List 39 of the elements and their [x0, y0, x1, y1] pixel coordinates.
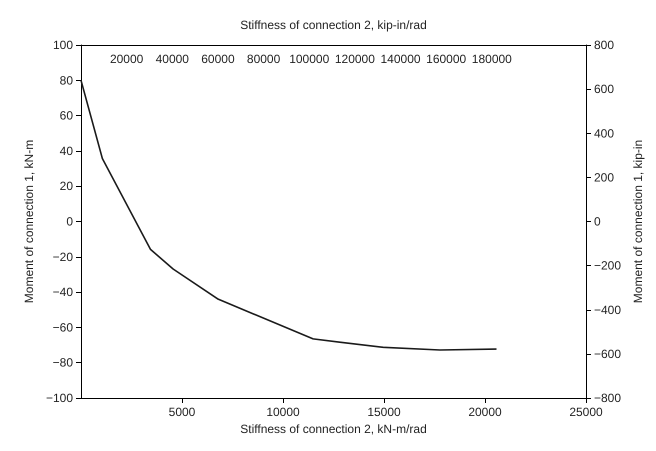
y2-tick-label: −600: [594, 346, 622, 361]
y-tick-label: −100: [46, 391, 74, 405]
y-tick-label: 80: [60, 73, 74, 88]
y-tick-label: −20: [52, 250, 74, 264]
x2-tick-label: 160000: [426, 52, 467, 66]
y-tick-label: 40: [60, 144, 74, 158]
x-tick-label: 15000: [367, 405, 402, 419]
y-tick-label: −40: [52, 285, 74, 300]
x2-tick-label: 180000: [472, 52, 512, 66]
y-tick-label: 0: [66, 214, 74, 228]
x2-tick-label: 20000: [110, 52, 144, 66]
y-axis-title: Moment of connection 1, kN-m: [22, 140, 36, 304]
x2-tick-label: 140000: [380, 52, 421, 66]
y-tick-label: 60: [60, 108, 74, 123]
y2-tick-label: 200: [594, 170, 614, 184]
y2-axis-title: Moment of connection 1, kip-in: [630, 140, 645, 304]
x2-axis-title: Stiffness of connection 2, kip-in/rad: [240, 18, 427, 32]
y2-tick-label: −800: [594, 391, 622, 405]
x2-tick-label: 120000: [334, 52, 376, 66]
y2-tick-label: 400: [594, 126, 614, 140]
y-tick-label: 20: [60, 179, 74, 194]
x-tick-label: 5000: [168, 405, 196, 419]
y2-tick-label: −200: [594, 258, 622, 273]
y2-tick-label: 600: [594, 82, 614, 96]
y2-tick-label: −400: [594, 302, 622, 317]
x-tick-label: 20000: [468, 405, 502, 419]
x2-tick-label: 40000: [156, 52, 190, 66]
x2-tick-label: 80000: [246, 52, 281, 66]
x2-tick-label: 60000: [201, 52, 235, 66]
y-tick-label: −60: [52, 320, 74, 334]
y-tick-label: −80: [52, 356, 74, 370]
x-tick-label: 25000: [569, 405, 604, 419]
y2-tick-label: 0: [594, 214, 601, 228]
line-series: [80, 80, 498, 351]
x-tick-label: 10000: [266, 405, 300, 419]
y-tick-label: 100: [52, 38, 74, 52]
x2-tick-label: 100000: [289, 52, 330, 66]
y2-tick-label: 800: [594, 38, 614, 52]
x-axis-title: Stiffness of connection 2, kN-m/rad: [240, 422, 427, 436]
